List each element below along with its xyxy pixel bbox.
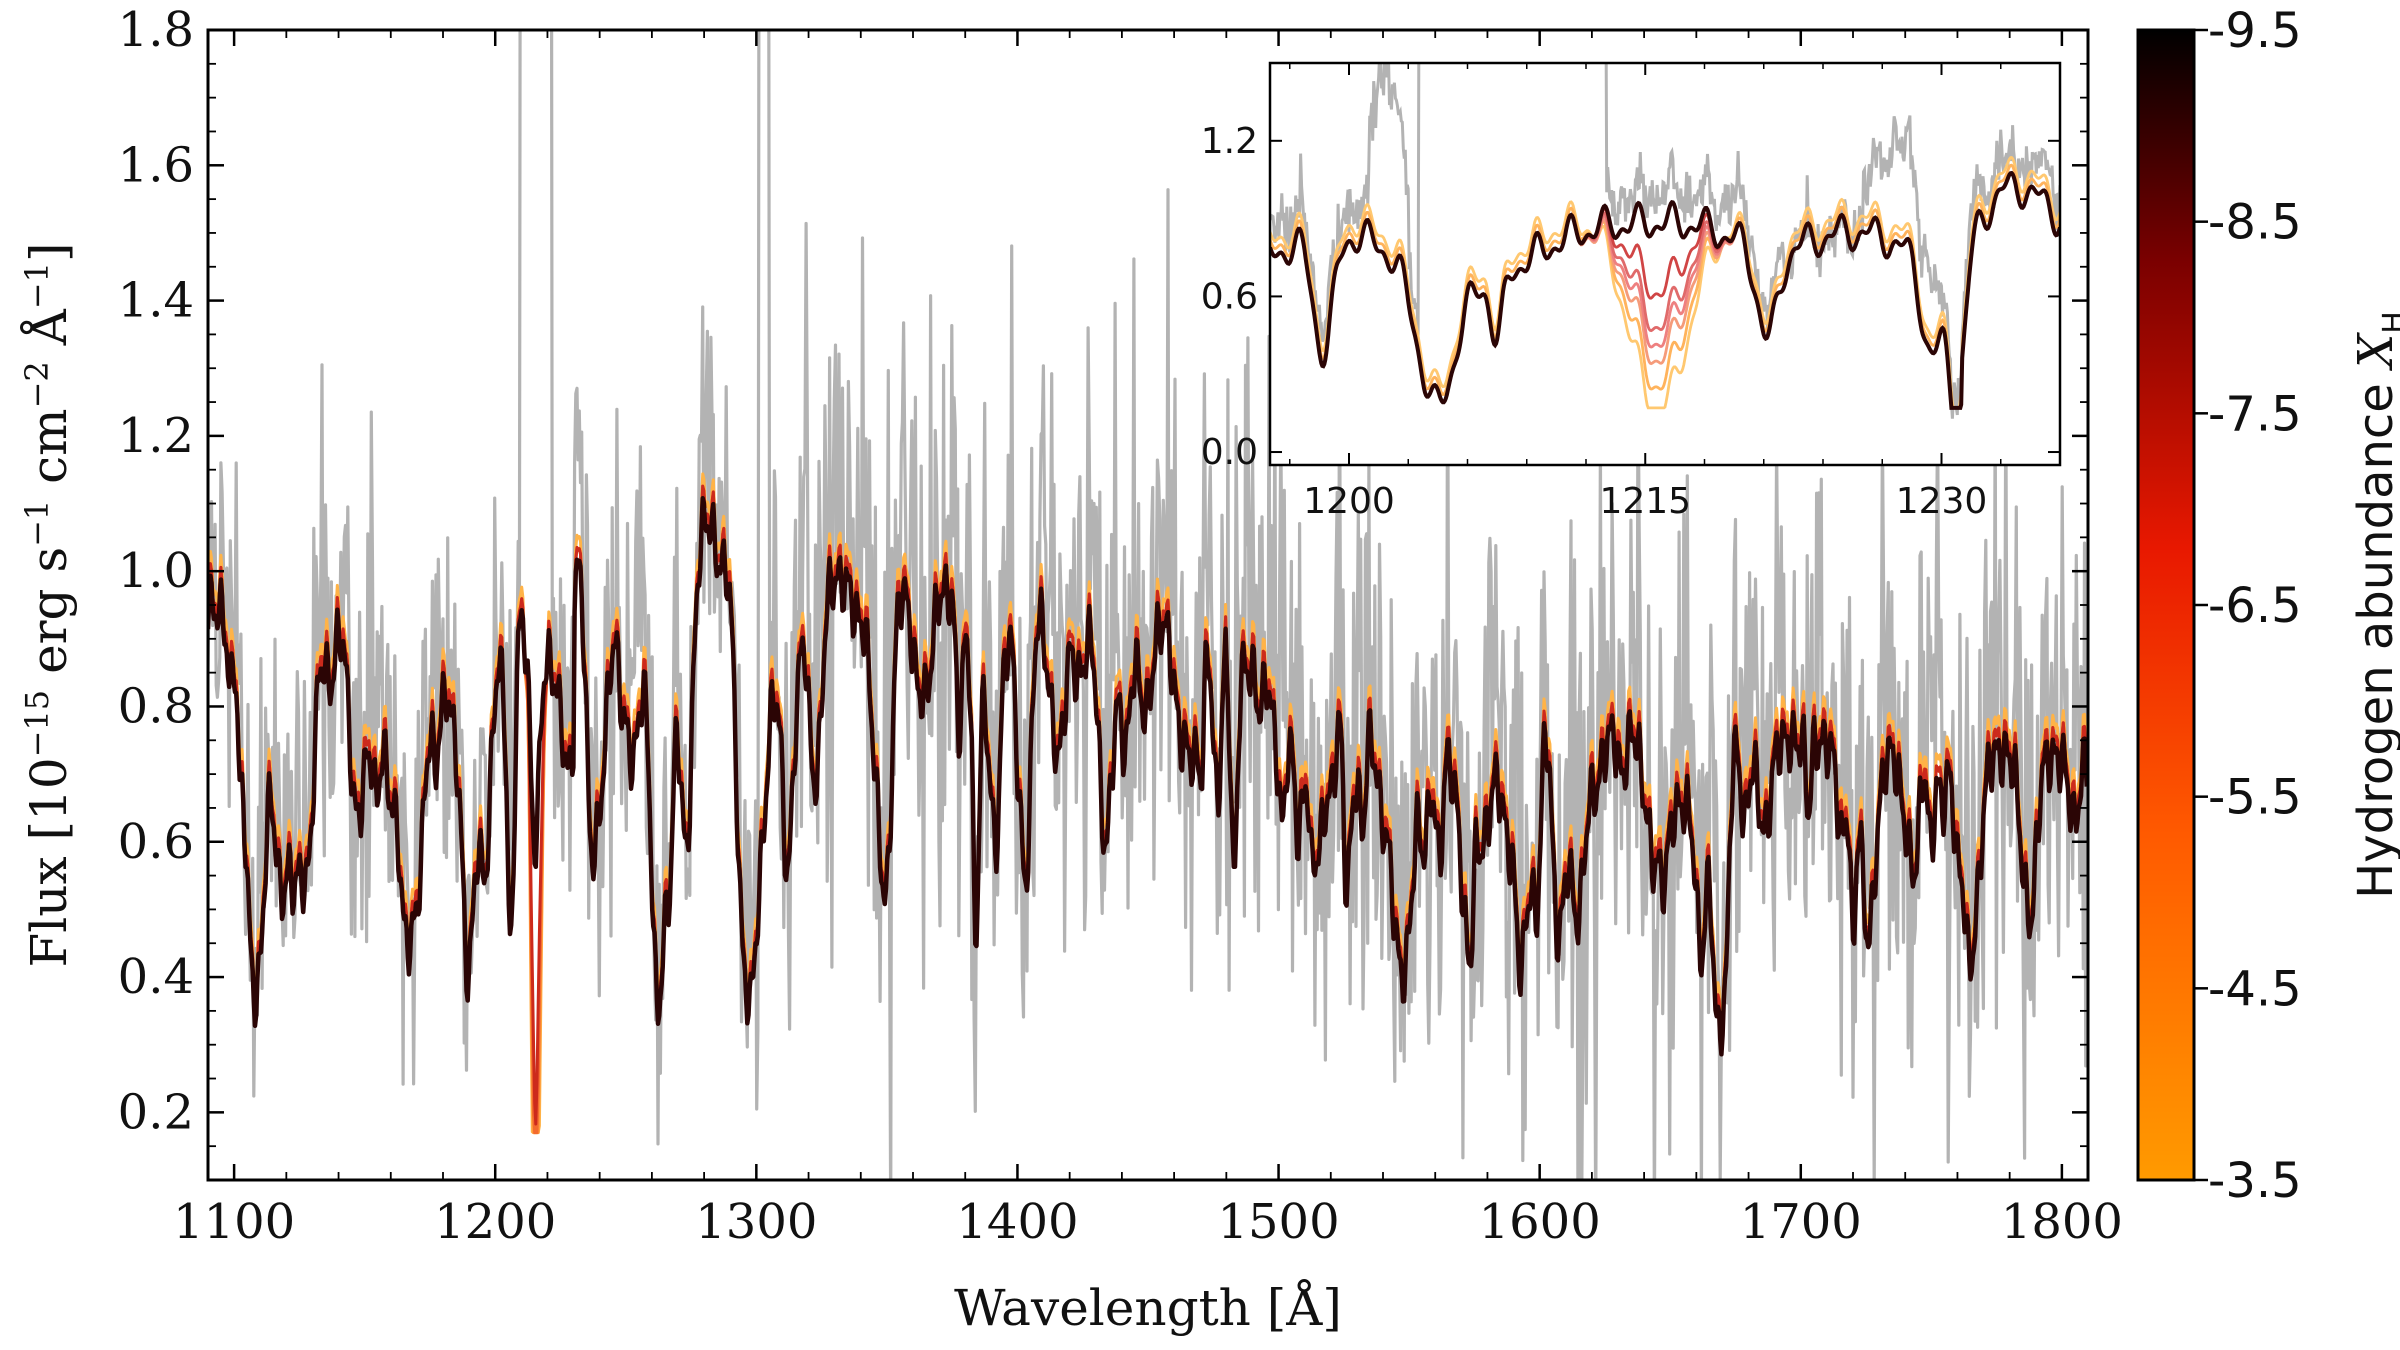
x-tick-label: 1700 [1740,1194,1862,1250]
inset-series-group [1270,63,2060,419]
series-model-line-5 [208,496,2088,1057]
colorbar-tick-label: -9.5 [2208,3,2302,59]
x-tick-label: 1500 [1217,1194,1339,1250]
inset-x-tick-label: 1215 [1599,481,1691,522]
x-tick-label: 1600 [1479,1194,1601,1250]
main-series-group [208,30,2088,1180]
inset-y-tick-label: 1.2 [1201,121,1258,162]
inset-x-tick-label: 1200 [1303,481,1395,522]
y-tick-label: 1.2 [118,408,194,464]
series-observed-line [208,30,2088,1180]
y-tick-label: 1.8 [118,2,194,58]
x-tick-label: 1800 [2001,1194,2123,1250]
x-axis-title: Wavelength [Å] [954,1278,1342,1337]
main-plot-area: 1100 1200 1300 1400 1500 1600 1700 1800 0.20.40… [118,2,2123,1250]
inset-plot-area: 1200 1215 1230 0.0 0.6 1.2 [1201,61,2062,522]
y-tick-label: 1.6 [118,137,194,193]
y-tick-labels: 0.2 0.4 0.6 0.8 1.0 1.2 1.4 1.6 1.8 [118,2,194,1140]
inset-y-tick-labels: 0.0 0.6 1.2 [1201,121,1258,473]
inset-ticks [1270,63,2061,465]
main-ticks [208,28,2088,1180]
inset-series-model-0 [1270,156,2060,410]
y-tick-label: 0.6 [118,814,194,870]
colorbar-tick-label: -3.5 [2208,1153,2302,1209]
colorbar-gradient [2136,28,2196,1182]
colorbar-tick-label: -4.5 [2208,961,2302,1017]
y-tick-label: 1.4 [118,273,194,329]
inset-series-model-6 [1270,170,2060,410]
x-tick-label: 1200 [434,1194,556,1250]
colorbar-ticks [2194,28,2208,1182]
y-tick-label: 0.4 [118,949,194,1005]
x-tick-label: 1100 [173,1194,295,1250]
y-tick-label: 0.2 [118,1084,194,1140]
colorbar-title: Hydrogen abundance XH [2348,311,2400,899]
inset-x-tick-labels: 1200 1215 1230 [1303,481,1987,522]
inset-series-observed [1270,63,2060,419]
colorbar-tick-label: -5.5 [2208,770,2302,826]
y-axis-title: Flux [10−15 erg s−1 cm−2 Å−1] [18,243,78,968]
colorbar: -9.5 -8.5 -7.5 -6.5 -5.5 -4.5 -3.5 Hydrogen ab… [2136,3,2400,1209]
inset-x-tick-label: 1230 [1896,481,1988,522]
inset-y-tick-label: 0.0 [1201,432,1258,473]
x-tick-label: 1400 [956,1194,1078,1250]
x-tick-labels: 1100 1200 1300 1400 1500 1600 1700 1800 [173,1194,2123,1250]
inset-axes-frame [1268,61,2062,467]
colorbar-tick-label: -7.5 [2208,386,2302,442]
colorbar-tick-label: -8.5 [2208,195,2302,251]
inset-series-model-1 [1270,163,2060,410]
colorbar-tick-label: -6.5 [2208,578,2302,634]
x-tick-label: 1300 [695,1194,817,1250]
colorbar-tick-labels: -9.5 -8.5 -7.5 -6.5 -5.5 -4.5 -3.5 [2208,3,2302,1209]
inset-y-tick-label: 0.6 [1201,276,1258,317]
y-tick-label: 1.0 [118,543,194,599]
y-tick-label: 0.8 [118,678,194,734]
